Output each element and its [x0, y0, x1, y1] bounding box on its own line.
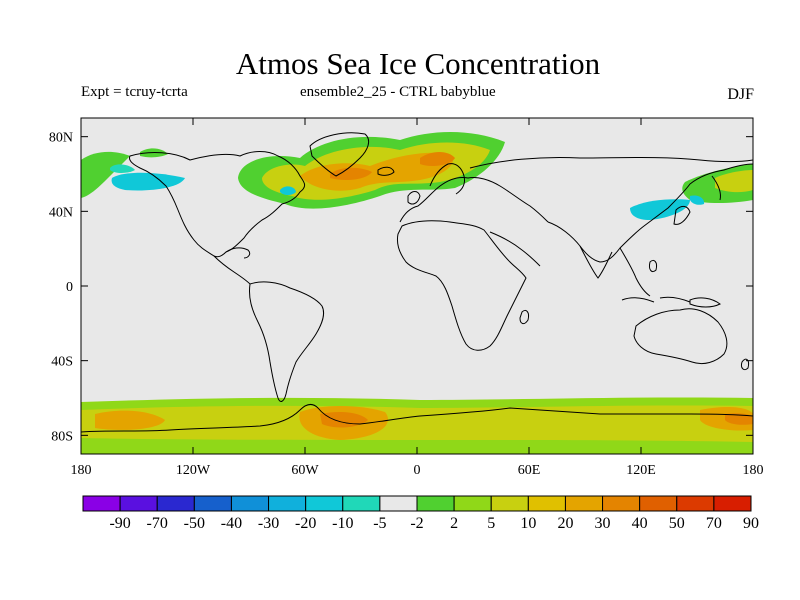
- colorbar-box: [602, 495, 641, 512]
- colorbar-box: [305, 495, 344, 512]
- barents-red: [420, 152, 455, 166]
- bering-green: [81, 151, 130, 198]
- lat-label: 0: [66, 280, 73, 295]
- colorbar-box: [490, 495, 529, 512]
- colorbar-box: [527, 495, 566, 512]
- antarctic-yellow-band: [81, 405, 753, 442]
- alaska-negative-cyan: [111, 172, 185, 191]
- colorbar-label: 40: [632, 515, 648, 532]
- coast-antarctica: [81, 403, 753, 433]
- colorbar-box: [379, 495, 418, 512]
- longitude-axis: 180 120W 60W 0 60E 120E 180: [71, 118, 764, 478]
- coast-scandinavia: [429, 163, 465, 195]
- colorbar-label: -50: [184, 515, 205, 532]
- colorbar-label: -90: [109, 515, 130, 532]
- colorbar-box: [193, 495, 232, 512]
- lon-label: 120W: [176, 463, 211, 478]
- colorbar-label: 50: [669, 515, 685, 532]
- coast-greenland: [309, 132, 370, 177]
- colorbar-labels: -90 -70 -50 -40 -30 -20 -10 -5 -2 2 5 10 20 30 40 50 70 9…: [109, 515, 759, 532]
- alaska-negative-teal: [110, 164, 135, 173]
- coast-central-america: [213, 255, 251, 285]
- labrador-cyan: [280, 186, 296, 195]
- colorbar-box: [268, 495, 307, 512]
- colorbar-boxes: [82, 495, 752, 512]
- kuril-cyan: [690, 195, 705, 205]
- coast-gulf-of-mexico: [225, 247, 251, 259]
- north-atlantic-orange: [300, 152, 454, 191]
- colorbar-box: [639, 495, 678, 512]
- coast-africa: [397, 220, 527, 351]
- lon-label: 180: [743, 463, 764, 478]
- colorbar-box: [230, 495, 270, 512]
- colorbar-box: [416, 495, 455, 512]
- colorbar-label: 30: [595, 515, 611, 532]
- colorbar-box: [119, 495, 158, 512]
- coast-philippines: [649, 259, 657, 273]
- plot-title: Atmos Sea Ice Concentration: [235, 46, 601, 81]
- coast-british-isles: [407, 191, 421, 205]
- colorbar-label: -30: [258, 515, 279, 532]
- colorbar-box: [676, 495, 715, 512]
- colorbar-box: [564, 495, 604, 512]
- latitude-axis: 80N 40N 0 40S 80S: [49, 131, 753, 444]
- colorbar-box: [453, 495, 492, 512]
- antarctic-red-east: [725, 413, 753, 425]
- coast-north-america: [129, 151, 306, 258]
- lon-label: 180: [71, 463, 92, 478]
- lon-label: 60E: [518, 463, 541, 478]
- coast-new-guinea: [689, 297, 721, 308]
- coast-south-america: [249, 281, 325, 402]
- ice-anomaly-fields: [81, 132, 753, 454]
- colorbar-label: -2: [410, 515, 423, 532]
- north-atlantic-red: [330, 167, 372, 180]
- colorbar-label: -70: [147, 515, 168, 532]
- lon-label: 120E: [626, 463, 656, 478]
- coast-japan: [673, 205, 691, 225]
- japan-sea-cyan: [630, 199, 690, 220]
- lat-label: 80N: [49, 131, 73, 146]
- coast-kamchatka: [711, 175, 721, 201]
- coast-india: [579, 245, 613, 279]
- experiment-label: Expt = tcruy-tcrta: [81, 84, 188, 100]
- colorbar-box: [156, 495, 195, 512]
- coast-siberia: [469, 156, 753, 169]
- coast-asia: [547, 163, 753, 263]
- colorbar-label: 90: [743, 515, 759, 532]
- okhotsk-yellow: [715, 170, 753, 193]
- coast-madagascar: [519, 309, 529, 325]
- colorbar-label: -20: [295, 515, 316, 532]
- colorbar-label: 20: [557, 515, 573, 532]
- coast-arabia: [489, 231, 541, 267]
- colorbar-label: 2: [450, 515, 458, 532]
- colorbar-label: 5: [487, 515, 495, 532]
- colorbar-label: 70: [706, 515, 722, 532]
- colorbar-label: -40: [221, 515, 242, 532]
- ensemble-label: ensemble2_25 - CTRL babyblue: [300, 84, 496, 100]
- lat-label: 40S: [51, 355, 73, 370]
- coastlines: [81, 132, 753, 433]
- colorbar-box: [82, 495, 121, 512]
- colorbar-label: 10: [520, 515, 536, 532]
- lat-label: 40N: [49, 205, 73, 220]
- antarctic-orange-west: [95, 410, 165, 430]
- lon-label: 0: [414, 463, 421, 478]
- coast-europe: [399, 177, 549, 223]
- lat-label: 80S: [51, 429, 73, 444]
- coast-iceland: [377, 166, 395, 176]
- lon-label: 60W: [291, 463, 319, 478]
- coast-new-zealand: [741, 358, 749, 371]
- coast-australia: [633, 308, 728, 365]
- colorbar-box: [713, 495, 752, 512]
- colorbar-label: -5: [373, 515, 386, 532]
- coast-southeast-asia: [619, 247, 651, 297]
- colorbar-label: -10: [332, 515, 353, 532]
- season-label: DJF: [727, 86, 754, 103]
- colorbar-box: [342, 495, 381, 512]
- coast-indonesia: [621, 296, 691, 303]
